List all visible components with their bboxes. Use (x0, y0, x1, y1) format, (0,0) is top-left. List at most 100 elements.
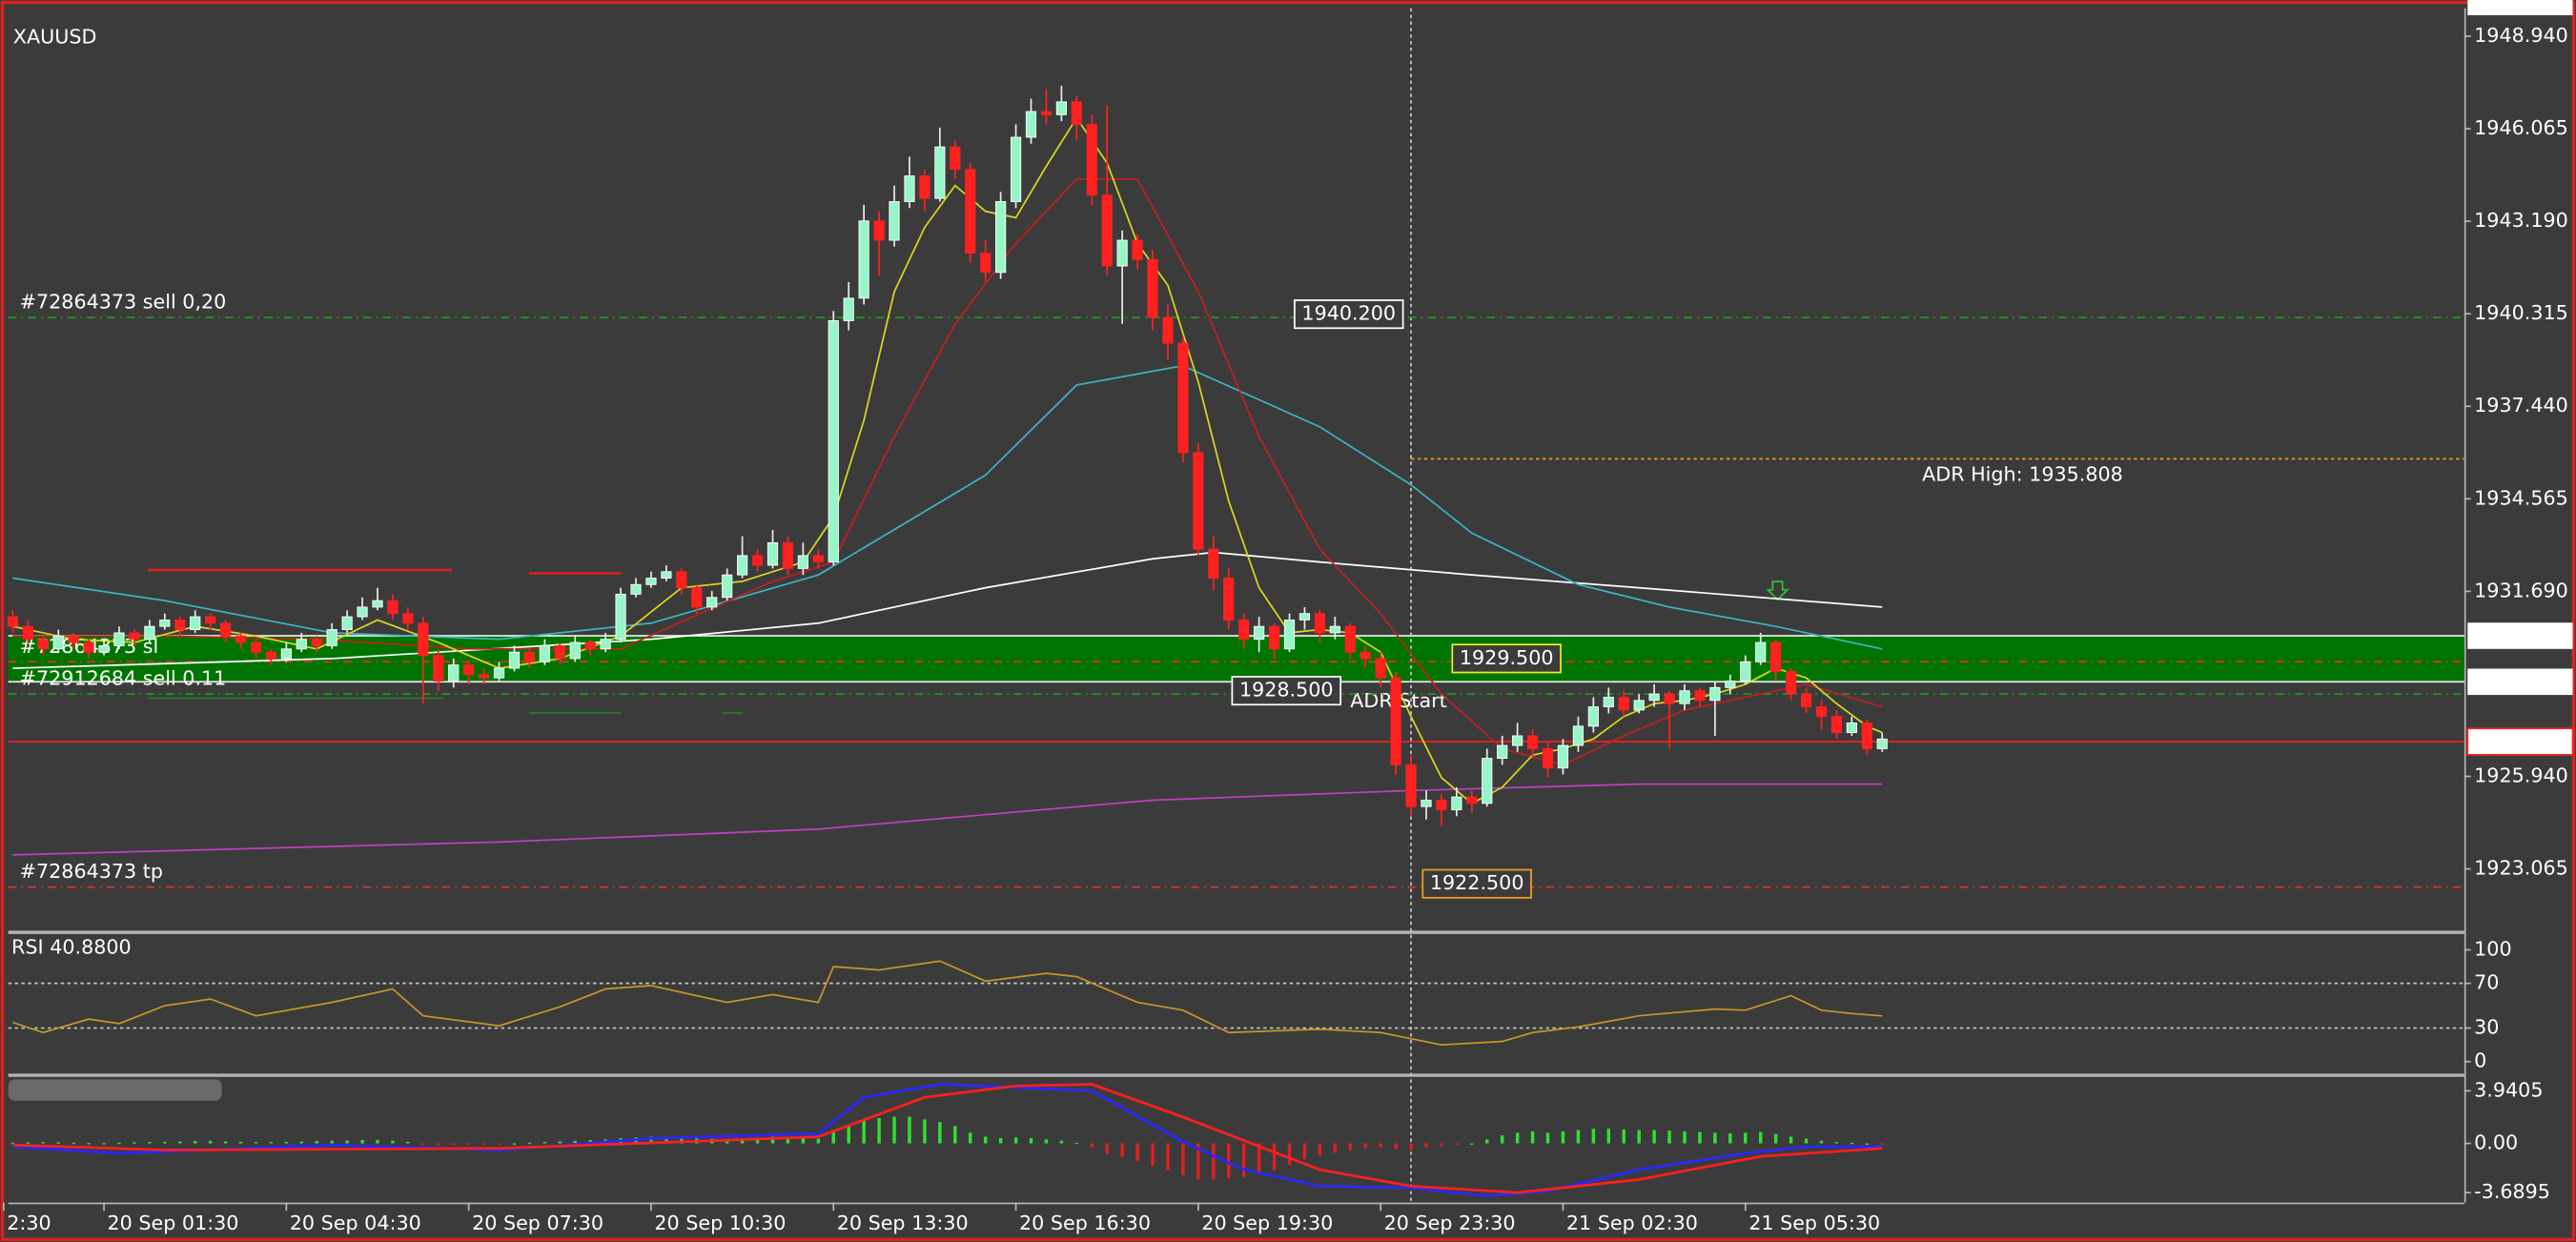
candle-body (357, 606, 368, 618)
price-label: 1927.019 (2474, 729, 2568, 752)
histogram-bar (481, 1143, 486, 1145)
candle-body (433, 655, 444, 682)
candle-body (1876, 738, 1888, 749)
candle-body (1375, 658, 1386, 679)
y-tick-label: 1931.690 (2474, 579, 2568, 601)
x-tick-label: 20 Sep 16:30 (1019, 1211, 1151, 1234)
histogram-bar (254, 1142, 258, 1144)
candle-body (1572, 725, 1584, 746)
candle-body (478, 674, 490, 679)
histogram-bar (41, 1142, 46, 1144)
candle-body (1648, 693, 1660, 702)
histogram-bar (1637, 1130, 1641, 1144)
candle-body (22, 625, 33, 641)
histogram-bar (680, 1137, 684, 1144)
histogram-bar (558, 1141, 562, 1144)
x-tick-label: 21 Sep 02:30 (1566, 1211, 1698, 1234)
candle-body (691, 587, 703, 608)
y-tick-label: 0 (2474, 1049, 2486, 1072)
candle-body (1830, 716, 1843, 734)
candle-body (159, 619, 171, 627)
candle-body (1360, 651, 1371, 660)
histogram-bar (649, 1136, 653, 1144)
histogram-bar (1013, 1137, 1018, 1144)
candle-body (1390, 677, 1401, 765)
y-tick-label: 3.9405 (2474, 1078, 2543, 1101)
histogram-bar (1409, 1143, 1413, 1150)
histogram-bar (1318, 1143, 1322, 1156)
histogram-bar (1029, 1137, 1033, 1144)
histogram-bar (770, 1136, 775, 1144)
order-label: #72912684 sell 0.11 (20, 667, 227, 690)
candle-body (1344, 625, 1356, 653)
candle-body (1010, 136, 1022, 202)
histogram-bar (72, 1142, 75, 1145)
candle-body (129, 632, 140, 641)
histogram-bar (284, 1141, 289, 1144)
histogram-bar (1196, 1143, 1200, 1180)
candle-body (1861, 723, 1872, 749)
histogram-bar (437, 1143, 440, 1146)
histogram-bar (1804, 1138, 1809, 1144)
histogram-bar (831, 1130, 835, 1144)
candle-body (858, 220, 869, 299)
y-tick-label: 1925.940 (2474, 764, 2568, 786)
candle-body (1268, 625, 1280, 650)
histogram-bar (117, 1142, 121, 1145)
candle-body (1071, 101, 1082, 125)
histogram-bar (1394, 1143, 1398, 1150)
histogram-bar (542, 1142, 547, 1144)
y-tick-label: 1943.190 (2474, 209, 2568, 232)
candle-body (584, 641, 596, 650)
histogram-bar (527, 1142, 532, 1145)
histogram-bar (330, 1140, 334, 1144)
y-tick-label: 1923.065 (2474, 857, 2568, 880)
candle-body (782, 541, 794, 569)
order-label: #72864373 sell 0,20 (20, 291, 227, 314)
candle-body (387, 600, 399, 615)
histogram-bar (998, 1137, 1003, 1144)
histogram-bar (1576, 1130, 1581, 1144)
histogram-bar (315, 1141, 318, 1144)
candle-body (722, 574, 733, 599)
candle-body (843, 297, 854, 321)
candle-body (1755, 641, 1767, 662)
histogram-bar (56, 1142, 60, 1144)
candle-body (372, 600, 383, 608)
candle-body (812, 555, 824, 563)
histogram-bar (1652, 1130, 1656, 1144)
candle-body (1482, 758, 1493, 804)
candle-body (934, 146, 946, 199)
price-label: 1930.308 (2474, 623, 2568, 646)
histogram-bar (512, 1143, 517, 1145)
candle-body (630, 583, 642, 595)
histogram-bar (1530, 1130, 1535, 1144)
histogram-bar (1744, 1132, 1748, 1144)
histogram-bar (208, 1140, 213, 1144)
candle-body (1238, 619, 1250, 641)
candle-body (7, 616, 18, 627)
candle-body (950, 146, 961, 171)
histogram-bar (1059, 1140, 1064, 1144)
histogram-bar (1212, 1143, 1216, 1180)
histogram-bar (1850, 1142, 1854, 1145)
x-tick-label: 20 Sep 19:30 (1201, 1211, 1333, 1234)
candle-body (508, 651, 521, 669)
candle-body (1800, 693, 1812, 707)
adr-high-label: ADR High: 1935.808 (1922, 463, 2123, 486)
histogram-bar (1880, 1143, 1884, 1145)
candle-body (706, 597, 718, 608)
candle-body (113, 632, 125, 646)
order-price: 1928.500 (1239, 679, 1334, 702)
order-price: 1922.500 (1430, 871, 1524, 894)
candle-body (873, 220, 885, 241)
histogram-bar (10, 1142, 15, 1145)
candle-body (1770, 641, 1782, 672)
histogram-bar (1363, 1143, 1367, 1149)
histogram-bar (1865, 1143, 1870, 1145)
candle-body (980, 253, 992, 274)
candle-body (174, 619, 186, 630)
candle-body (1298, 613, 1311, 621)
histogram-bar (664, 1136, 668, 1144)
